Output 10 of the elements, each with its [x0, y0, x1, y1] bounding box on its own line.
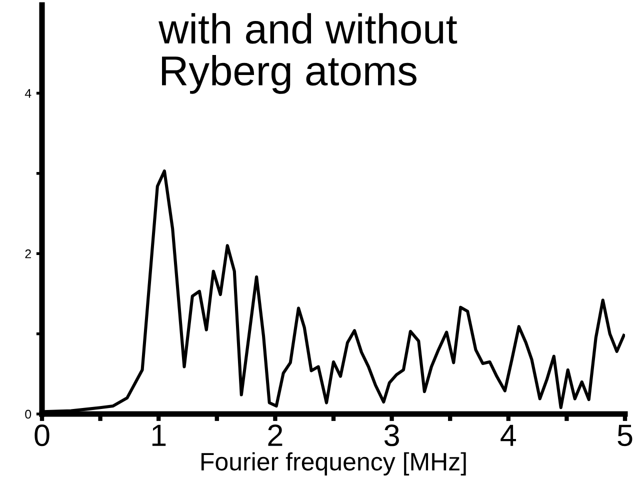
x-tick-label: 2 — [268, 424, 282, 446]
x-tick-label: 3 — [384, 424, 399, 446]
x-tick-label: 4 — [500, 424, 516, 446]
annotation: with and without Ryberg atoms — [158, 13, 458, 94]
x-tick-label: 5 — [618, 424, 632, 446]
y-tick-label: 0 — [25, 410, 32, 419]
x-axis-title: Fourier frequency [MHz] — [201, 452, 466, 476]
y-tick-label: 2 — [25, 249, 31, 258]
x-tick-label: 1 — [152, 424, 166, 446]
y-tick-label: 4 — [24, 89, 32, 98]
